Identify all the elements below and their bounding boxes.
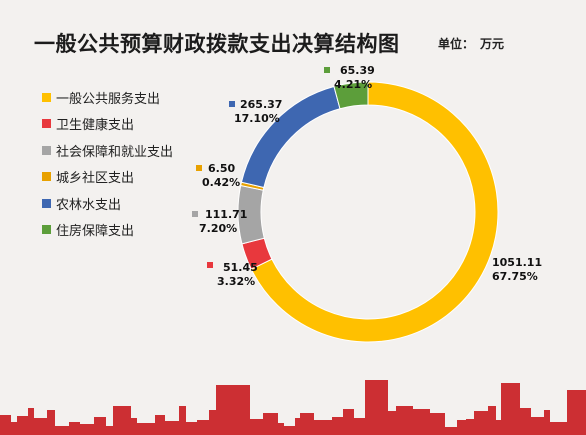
- legend-swatch: [42, 119, 51, 129]
- legend-swatch: [42, 172, 51, 182]
- data-label-marker: [192, 211, 198, 217]
- data-label-value: 6.50: [208, 162, 235, 175]
- legend-label: 城乡社区支出: [56, 171, 135, 187]
- data-label-value: 111.71: [205, 208, 247, 221]
- legend-label: 农林水支出: [56, 197, 122, 213]
- chart-title: 一般公共预算财政拨款支出决算结构图: [34, 32, 400, 56]
- legend-item: 住房保障支出: [42, 217, 173, 244]
- data-label-percent: 3.32%: [217, 275, 255, 288]
- unit-value: 万元: [480, 37, 505, 51]
- donut-slice: [333, 81, 369, 110]
- donut-slice: [250, 81, 499, 343]
- legend-item: 城乡社区支出: [42, 164, 173, 191]
- legend-item: 一般公共服务支出: [42, 84, 173, 111]
- data-label-percent: 67.75%: [492, 270, 538, 283]
- legend-label: 卫生健康支出: [56, 118, 135, 134]
- data-label-value: 51.45: [223, 261, 258, 274]
- data-label-percent: 0.42%: [202, 176, 240, 189]
- legend-swatch: [42, 145, 51, 155]
- skyline-shape: [0, 380, 586, 435]
- unit-label: 单位： 万元: [438, 35, 510, 52]
- data-label-value: 265.37: [240, 98, 282, 111]
- unit-prefix: 单位：: [438, 37, 475, 51]
- data-label-percent: 4.21%: [334, 78, 372, 91]
- data-label-percent: 7.20%: [199, 222, 237, 235]
- legend-swatch: [42, 198, 51, 208]
- legend-swatch: [42, 225, 51, 235]
- legend-item: 卫生健康支出: [42, 111, 173, 138]
- legend-swatch: [42, 92, 51, 102]
- legend-label: 住房保障支出: [56, 224, 135, 240]
- data-label-marker: [229, 101, 235, 107]
- legend-item: 社会保障和就业支出: [42, 137, 173, 164]
- legend: 一般公共服务支出 卫生健康支出 社会保障和就业支出 城乡社区支出 农林水支出 住…: [42, 84, 173, 243]
- data-label-marker: [207, 262, 213, 268]
- donut-slices: [237, 81, 499, 343]
- city-skyline-decoration: [0, 380, 586, 435]
- legend-label: 一般公共服务支出: [56, 91, 161, 107]
- legend-item: 农林水支出: [42, 190, 173, 217]
- data-label-value: 1051.11: [492, 256, 542, 269]
- data-label-value: 65.39: [340, 64, 375, 77]
- data-label-marker: [324, 67, 330, 73]
- legend-label: 社会保障和就业支出: [56, 144, 174, 160]
- data-label-marker: [196, 165, 202, 171]
- data-label-percent: 17.10%: [234, 112, 280, 125]
